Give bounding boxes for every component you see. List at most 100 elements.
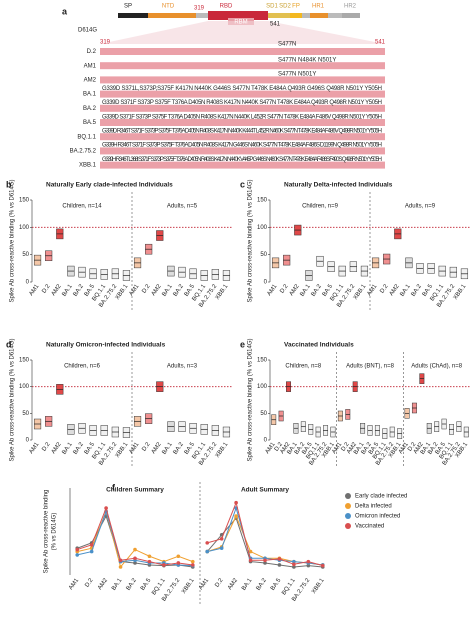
- y-tick-label: 50: [260, 252, 267, 258]
- x-tick-label: XBB.1: [181, 577, 196, 595]
- mutations: G339D S371F S373P S375F T376A D405N R408…: [102, 114, 382, 120]
- point: [234, 500, 238, 505]
- variant-name: BA.5: [83, 120, 97, 126]
- point: [104, 506, 108, 510]
- group-label: Adults, n=3: [167, 364, 198, 370]
- domain-label: RBD: [220, 4, 233, 10]
- x-tick-label: D.2: [379, 283, 390, 295]
- y-axis-label: Spike Ab cross-reactive binding (% vs D6…: [248, 179, 254, 302]
- x-tick-label: BA.1: [241, 577, 254, 592]
- y-tick-label: 150: [257, 358, 268, 364]
- variant-name: D.2: [87, 49, 97, 55]
- point: [176, 554, 181, 559]
- group-label: Children, n=9: [302, 204, 339, 210]
- x-tick-label: BA.1: [299, 283, 312, 298]
- sequence-bar: [100, 161, 385, 169]
- row-tick: 319: [100, 40, 111, 46]
- variant-name: AM1: [84, 63, 97, 69]
- point: [190, 563, 195, 567]
- point: [263, 558, 267, 563]
- point: [292, 562, 296, 567]
- group-label: Adults, n=5: [167, 204, 198, 210]
- y-tick-label: 0: [264, 438, 268, 444]
- domain-sd: [268, 13, 290, 18]
- group-title: Adult Summary: [241, 487, 289, 494]
- domain-sp: [118, 13, 148, 18]
- sequence-bar: [100, 119, 385, 126]
- legend-swatch: [345, 513, 351, 519]
- domain-hr1: [310, 13, 328, 18]
- point: [162, 563, 166, 567]
- x-tick-label: D.2: [84, 577, 95, 589]
- series-line: [77, 506, 193, 566]
- x-tick-label: D.2: [279, 283, 290, 295]
- x-tick-label: XBB.1: [453, 283, 468, 301]
- group-label: Adults, n=9: [405, 204, 436, 210]
- x-tick-label: XBB.1: [215, 283, 230, 301]
- y-tick-label: 100: [257, 384, 268, 390]
- panel-label: c: [240, 179, 245, 189]
- x-tick-label: XBB.1: [215, 441, 230, 459]
- point: [89, 549, 94, 554]
- mutations: G339D S371L,S373P,S375F K417N N440K G446…: [102, 86, 382, 92]
- point: [75, 547, 80, 552]
- x-tick-label: BA.2: [311, 283, 324, 298]
- point: [133, 556, 137, 561]
- legend-swatch: [345, 503, 351, 509]
- y-tick-label: 150: [257, 198, 268, 204]
- x-tick-label: XBB.1: [115, 441, 130, 459]
- x-tick-label: AM1: [128, 441, 140, 455]
- point: [133, 547, 137, 552]
- chart-title: Vaccinated Individuals: [284, 342, 354, 349]
- x-tick-label: AM2: [227, 577, 239, 591]
- x-tick-label: AM1: [128, 283, 140, 297]
- legend-label: Early clade infected: [355, 494, 407, 500]
- sequence-bar: [100, 133, 385, 141]
- y-tick-label: 50: [22, 411, 29, 417]
- series-line: [207, 506, 323, 566]
- domain-rbd: [208, 11, 268, 20]
- x-tick-label: BA.1: [399, 283, 412, 298]
- point: [147, 559, 152, 564]
- legend-swatch: [345, 493, 351, 499]
- x-tick-label: BA.1: [61, 283, 74, 298]
- series-line: [207, 501, 323, 567]
- point: [306, 563, 311, 568]
- x-tick-label: BA.5: [140, 577, 153, 592]
- x-tick-label: BA.2: [73, 441, 86, 456]
- legend-label: Vaccinated: [355, 524, 384, 530]
- x-tick-label: AM1: [68, 577, 80, 591]
- row-tick: 541: [375, 40, 386, 46]
- legend-label: Delta infected: [355, 504, 392, 510]
- point: [147, 554, 152, 559]
- point: [176, 561, 181, 565]
- point: [118, 558, 123, 563]
- y-axis-label: Spike Ab cross-reactive binding (% vs D6…: [10, 338, 16, 461]
- domain-label: FP: [292, 4, 300, 10]
- x-tick-label: D.2: [41, 283, 52, 295]
- point: [248, 549, 253, 554]
- y-tick-label: 0: [26, 438, 30, 444]
- group-title: Children Summary: [106, 487, 164, 494]
- mutation-label: S477N: [278, 42, 296, 48]
- x-tick-label: BA.1: [161, 441, 174, 456]
- x-tick-label: XBB.1: [353, 283, 368, 301]
- point: [320, 563, 325, 568]
- mutations: S477N N501Y: [278, 72, 316, 78]
- x-tick-label: BA.1: [161, 283, 174, 298]
- point: [277, 557, 282, 561]
- point: [133, 561, 137, 565]
- point: [205, 549, 210, 554]
- panel-label: f: [112, 482, 116, 492]
- group-label: Children, n=14: [62, 204, 102, 210]
- variant-name: BQ.1.1: [77, 134, 96, 140]
- chart-title: Naturally Delta-infected Individuals: [284, 182, 393, 189]
- x-tick-label: XBB.1: [115, 283, 130, 301]
- domain-label: SP: [124, 4, 132, 10]
- point: [89, 543, 94, 547]
- mutations: S477N N484K N501Y: [278, 57, 336, 63]
- sequence-bar: [100, 147, 385, 155]
- y-axis-label: (% vs D614G): [52, 513, 58, 551]
- y-axis-label: Spike Ab cross-reactive binding (% vs D6…: [248, 338, 254, 461]
- point: [277, 563, 282, 567]
